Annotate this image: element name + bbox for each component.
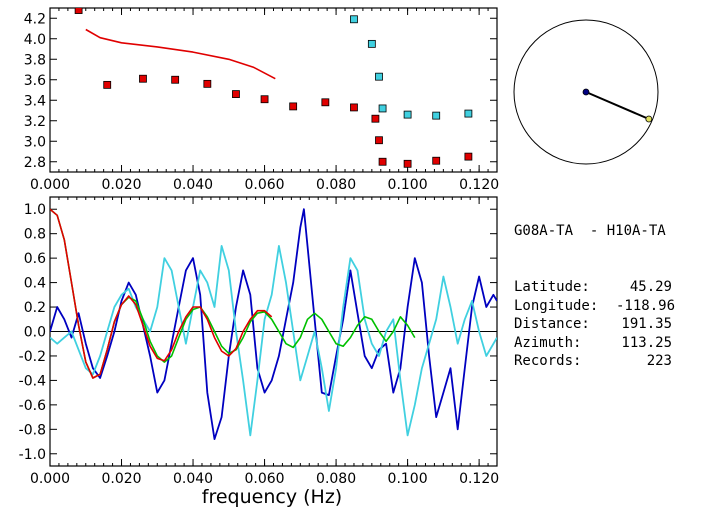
y-tick-label: 0.8 [24, 227, 46, 243]
plot-frame [49, 7, 498, 173]
info-label: Records: [514, 353, 582, 370]
x-tick-label: 0.100 [388, 177, 428, 193]
data-point [321, 98, 330, 107]
info-value: 113.25 [621, 334, 672, 351]
y-tick-label: -1.0 [19, 447, 46, 463]
info-value: 223 [646, 353, 672, 370]
y-tick-label: 4.2 [24, 11, 46, 27]
data-point [350, 15, 358, 24]
info-label: Distance: [514, 316, 590, 333]
y-tick-label: 1.0 [24, 202, 46, 218]
data-point [74, 8, 83, 14]
data-point [464, 109, 473, 118]
data-point [350, 103, 358, 112]
info-row: Longitude: -118.96 [514, 297, 694, 316]
data-point [403, 110, 412, 119]
y-tick-label: 3.6 [24, 73, 46, 89]
x-tick-label: 0.060 [245, 471, 285, 487]
data-point [432, 111, 441, 120]
info-row: Latitude: 45.29 [514, 278, 694, 297]
info-value: 45.29 [629, 278, 672, 295]
data-point [203, 79, 212, 88]
data-point [171, 75, 180, 84]
y-tick-label: 0.2 [24, 300, 46, 316]
y-tick-label: -0.2 [19, 349, 46, 365]
y-tick-label: 0.6 [24, 251, 46, 267]
x-tick-label: 0.100 [388, 471, 428, 487]
data-point [378, 104, 387, 113]
y-tick-label: 3.2 [24, 114, 46, 130]
info-value: -118.96 [616, 297, 676, 314]
x-tick-label: 0.020 [101, 177, 141, 193]
station-info-panel: G08A-TA - H10A-TA Latitude: 45.29 Longitud… [514, 185, 694, 390]
data-point [464, 152, 473, 161]
data-point [260, 95, 269, 104]
data-point [232, 90, 240, 98]
y-tick-label: 0.4 [24, 276, 46, 292]
data-point [371, 114, 380, 123]
polar-circle [513, 19, 659, 165]
x-tick-label: 0.080 [316, 177, 356, 193]
info-label: Longitude: [514, 297, 599, 314]
correlation-plot: 0.000 0.020 0.040 0.060 0.080 0.100 0.120 1.0 0.… [19, 196, 499, 487]
x-tick-label: 0.040 [173, 177, 213, 193]
x-axis-title: frequency (Hz) [202, 486, 342, 508]
info-label: Azimuth: [514, 334, 582, 351]
velocity-plot: 0.000 0.020 0.040 0.060 0.080 0.100 0.120 2.8 3.… [24, 7, 499, 193]
y-tick-label: -0.4 [19, 373, 46, 389]
info-row: Azimuth: 113.25 [514, 334, 694, 353]
data-point [139, 74, 147, 83]
series-line [85, 28, 276, 80]
info-row: Records: 223 [514, 352, 694, 371]
y-tick-label: 3.4 [24, 93, 46, 109]
azimuth-line [585, 91, 650, 120]
series-line [50, 208, 273, 379]
x-tick-label: 0.000 [30, 177, 70, 193]
data-point [289, 102, 298, 111]
data-point [403, 159, 412, 168]
info-label: Latitude: [514, 278, 590, 295]
x-tick-label: 0.120 [459, 471, 499, 487]
y-tick-label: -0.8 [19, 422, 46, 438]
x-tick-label: 0.000 [30, 471, 70, 487]
y-tick-label: 3.0 [24, 134, 46, 150]
info-row: Distance: 191.35 [514, 315, 694, 334]
station-b-marker [645, 115, 653, 123]
station-a-marker [582, 88, 590, 96]
azimuth-polar-plot [513, 19, 659, 165]
series-line [50, 245, 497, 437]
y-tick-label: 3.8 [24, 52, 46, 68]
y-tick-label: 0.0 [24, 325, 46, 341]
y-tick-label: 2.8 [24, 155, 46, 171]
data-point [375, 136, 383, 145]
data-point [103, 80, 112, 89]
series-line [50, 208, 497, 440]
x-tick-label: 0.020 [101, 471, 141, 487]
data-point [378, 157, 387, 166]
station-pair: G08A-TA - H10A-TA [514, 223, 666, 240]
info-value: 191.35 [621, 316, 672, 333]
x-tick-label: 0.120 [459, 177, 499, 193]
data-point [375, 72, 383, 81]
x-tick-label: 0.080 [316, 471, 356, 487]
x-tick-label: 0.040 [173, 471, 213, 487]
y-tick-label: 4.0 [24, 32, 46, 48]
x-tick-label: 0.060 [245, 177, 285, 193]
data-point [367, 39, 376, 48]
y-tick-label: -0.6 [19, 398, 46, 414]
data-point [432, 156, 441, 165]
